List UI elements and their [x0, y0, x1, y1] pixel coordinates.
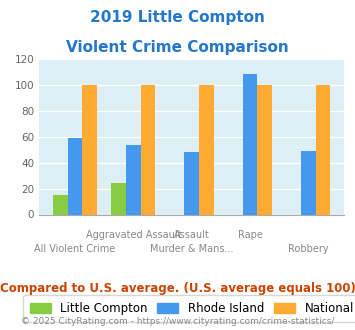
Bar: [82, 85, 97, 214]
Text: Compared to U.S. average. (U.S. average equals 100): Compared to U.S. average. (U.S. average …: [0, 282, 355, 295]
Text: Rape: Rape: [238, 230, 263, 240]
Text: Violent Crime Comparison: Violent Crime Comparison: [66, 40, 289, 54]
Text: All Violent Crime: All Violent Crime: [34, 244, 115, 254]
Bar: [257, 85, 272, 214]
Bar: [141, 85, 155, 214]
Text: © 2025 CityRating.com - https://www.cityrating.com/crime-statistics/: © 2025 CityRating.com - https://www.city…: [21, 317, 334, 326]
Bar: [53, 195, 67, 215]
Bar: [126, 145, 141, 214]
Bar: [111, 183, 126, 214]
Text: 2019 Little Compton: 2019 Little Compton: [90, 10, 265, 25]
Bar: [199, 85, 214, 214]
Text: Assault: Assault: [174, 230, 209, 240]
Bar: [316, 85, 331, 214]
Bar: [301, 151, 316, 214]
Text: Aggravated Assault: Aggravated Assault: [86, 230, 181, 240]
Bar: [67, 138, 82, 214]
Text: Robbery: Robbery: [288, 244, 329, 254]
Text: Murder & Mans...: Murder & Mans...: [150, 244, 234, 254]
Bar: [243, 74, 257, 215]
Bar: [184, 152, 199, 214]
Legend: Little Compton, Rhode Island, National: Little Compton, Rhode Island, National: [22, 295, 355, 322]
